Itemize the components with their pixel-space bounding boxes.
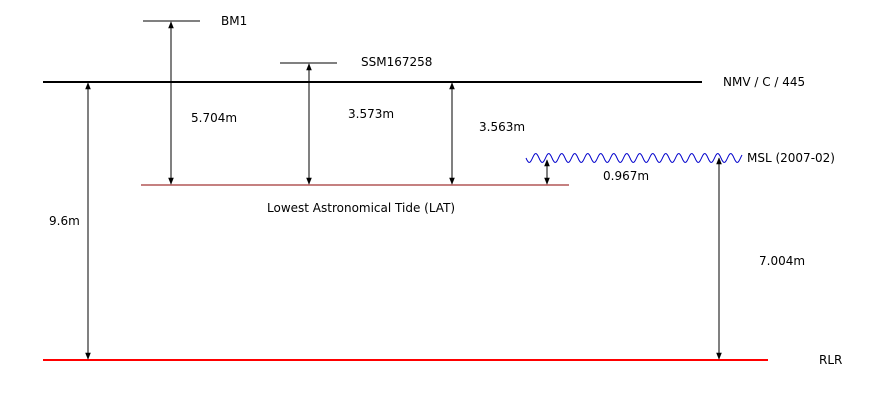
nmv-to-rlr-value: 9.6m — [49, 214, 80, 228]
msl-to-lat-value: 0.967m — [603, 169, 649, 183]
msl-wave — [525, 152, 743, 164]
nmv-to-lat-value: 3.563m — [479, 120, 525, 134]
lat-label: Lowest Astronomical Tide (LAT) — [267, 201, 455, 215]
bm1-to-lat-value: 5.704m — [191, 111, 237, 125]
rlr-label: RLR — [819, 353, 842, 367]
msl-label: MSL (2007-02) — [747, 151, 835, 165]
ssm-to-lat-value: 3.573m — [348, 107, 394, 121]
msl-to-rlr-value: 7.004m — [759, 254, 805, 268]
ssm-label: SSM167258 — [361, 55, 432, 69]
nmv-label: NMV / C / 445 — [723, 75, 805, 89]
bm1-label: BM1 — [221, 14, 247, 28]
